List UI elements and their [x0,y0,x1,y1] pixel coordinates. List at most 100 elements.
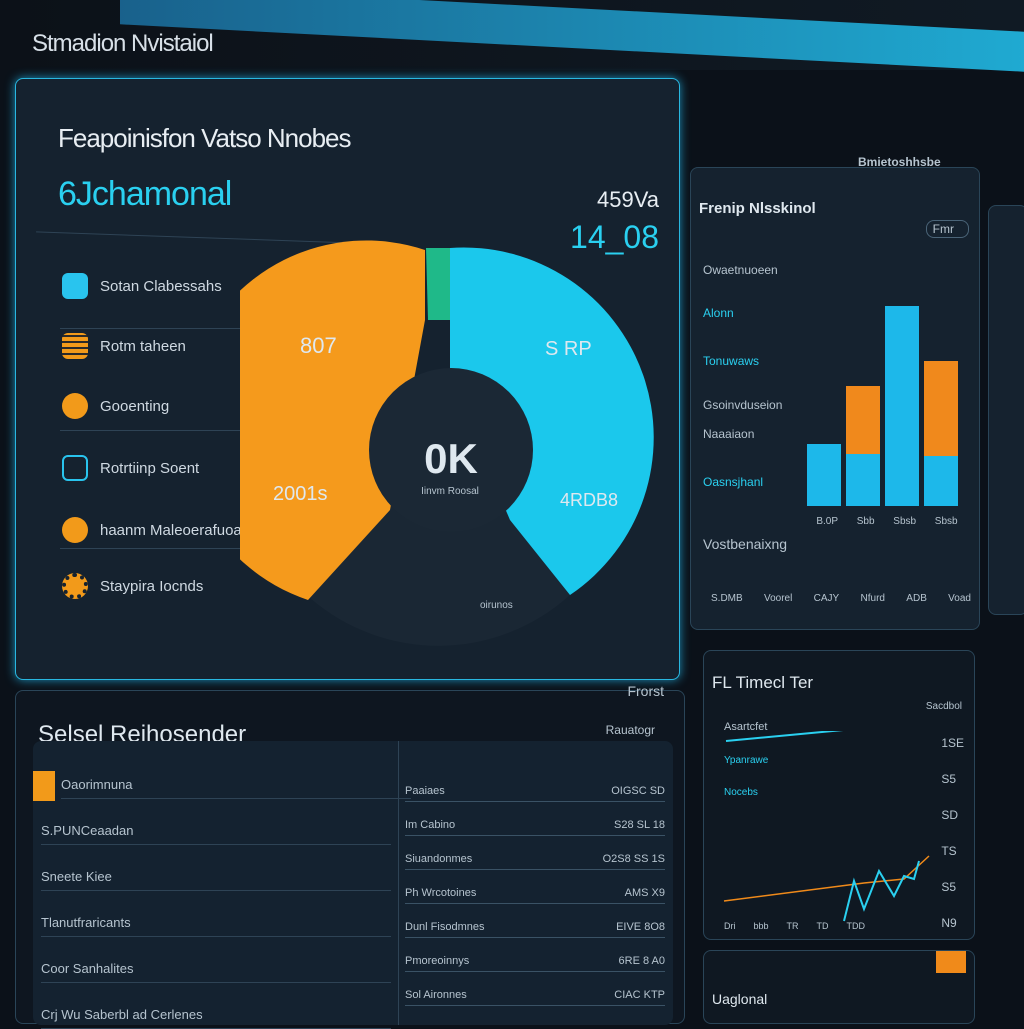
data-table: Rauatogr Oaorimnuna S.PUNCeaadan Sneete Ki… [33,723,673,1029]
donut-segment-dark [310,425,570,646]
row-value: S28 SL 18 [614,819,665,831]
axis-label: CAJY [813,593,840,604]
panel-subheading: 6Jchamonal [58,175,232,213]
axis-label: S.DMB [711,593,743,604]
legend-label: Rotm taheen [100,337,186,355]
table-row-label[interactable]: Oaorimnuna [61,777,411,799]
orange-badge [936,951,966,973]
bar-chart-panel: Frenip Nlsskinol Fmr Owaetnuoeen Alonn T… [690,167,980,630]
legend-label: Sotan Clabessahs [100,277,222,295]
segment-label: 807 [300,333,337,358]
cyan-wave [843,860,920,922]
bar-panel-title: Frenip Nlsskinol [699,200,816,217]
row-value: O2S8 SS 1S [602,853,665,865]
row-name: Pmoreoinnys [405,955,470,967]
bar-orange [924,361,958,456]
row-name: Sol Aironnes [405,989,467,1001]
table-row-label[interactable]: Sneete Kiee [41,869,391,891]
axis-value: S5 [941,772,956,786]
value-column: 1SE S5 SD TS S5 N9 [941,736,964,930]
axis-value: SD [941,808,958,822]
bar-blue [885,306,919,506]
series-label: Asartcfet [724,721,768,733]
axis-value: N9 [941,916,957,930]
bar-label: Sbsb [893,516,917,527]
legend-label: Gooenting [100,397,170,415]
table-row-label[interactable]: Coor Sanhalites [41,961,391,983]
panel-heading: Feapoinisfon Vatso Nnobes [58,123,351,153]
bar-group [807,168,967,508]
legend-item[interactable]: haanm Maleoerafuoa [62,517,242,543]
bar-label: Sbsb [934,516,958,527]
table-corner[interactable]: Frorst [627,683,664,699]
highlight-row [33,771,398,801]
axis-value: S5 [941,880,956,894]
bar-blue [924,456,958,506]
bar-blue [846,454,880,506]
axis-label: Voad [948,593,971,604]
series-label: Ypanrawe [724,755,769,766]
side-panel [988,205,1024,615]
x-label: Dri [724,921,736,931]
footer-panel: Uaglonal [703,950,975,1024]
gear-icon [62,573,88,599]
row-name: Im Cabino [405,819,456,831]
table-row[interactable]: Ph Wrcotoines AMS X9 [405,887,665,904]
row-label: Alonn [703,306,734,320]
row-value: AMS X9 [624,887,665,899]
row-label: Gsoinvduseion [703,398,783,412]
row-name: Ph Wrcotoines [405,887,477,899]
line-chart [723,731,930,922]
footer-label: Uaglonal [712,991,768,1007]
table-row-label[interactable]: Tlanutfraricants [41,915,391,937]
right-header: Bmietoshhsbe [858,155,941,169]
table-row[interactable]: Dunl Fisodmnes EIVE 8O8 [405,921,665,938]
x-label: TD [816,921,829,931]
donut-bottom-label: oirunos [480,600,513,611]
segment-label: 2001s [273,483,328,505]
axis-label: Nfurd [860,593,885,604]
segment-label: S RP [545,338,592,360]
table-row-label[interactable]: S.PUNCeaadan [41,823,391,845]
divider [60,430,240,431]
donut-center-value: 0K [424,435,478,482]
donut-segment-orange [240,240,425,600]
line-panel-title: FL Timecl Ter [712,673,814,692]
axis-labels: S.DMB Voorel CAJY Nfurd ADB Voad [711,593,971,604]
legend-item[interactable]: Staypira Iocnds [62,573,203,599]
person-icon [62,517,88,543]
x-label: TDD [846,921,866,931]
bar-label: B.0P [816,516,839,527]
table-row[interactable]: Im Cabino S28 SL 18 [405,819,665,836]
legend-label: haanm Maleoerafuoa [100,521,242,539]
row-name: Paaiaes [405,785,445,797]
bar-blue [807,444,841,506]
cyan-line [725,731,844,742]
table-row[interactable]: Sol Aironnes CIAC KTP [405,989,665,1006]
row-label: Naaaiaon [703,427,755,441]
row-name: Siuandonmes [405,853,473,865]
donut-segment-green [426,248,450,320]
axis-value: TS [941,844,957,858]
table-row-label[interactable]: Crj Wu Saberbl ad Cerlenes [41,1007,391,1029]
table-header: Rauatogr [605,723,655,737]
toggle-button[interactable]: Fmr [925,220,969,238]
row-value: OIGSC SD [611,785,665,797]
app-title: Stmadion Nvistaiol [32,30,214,57]
table-row[interactable]: Paaiaes OIGSC SD [405,785,665,802]
donut-center [369,368,533,532]
warning-icon [62,393,88,419]
table-row[interactable]: Siuandonmes O2S8 SS 1S [405,853,665,870]
axis-value: 1SE [941,736,964,750]
table-row[interactable]: Pmoreoinnys 6RE 8 A0 [405,955,665,972]
bar-label: Sbb [856,516,875,527]
legend-item[interactable]: Rotm taheen [62,333,186,359]
legend-item[interactable]: Rotrtiinp Soent [62,455,199,481]
divider [60,328,290,329]
legend-item[interactable]: Gooenting [62,393,169,419]
server-icon [62,333,88,359]
donut-segment-cyan [450,247,654,595]
row-value: EIVE 8O8 [616,921,665,933]
row-label: Tonuwaws [703,354,760,368]
legend-item[interactable]: Sotan Clabessahs [62,273,222,299]
